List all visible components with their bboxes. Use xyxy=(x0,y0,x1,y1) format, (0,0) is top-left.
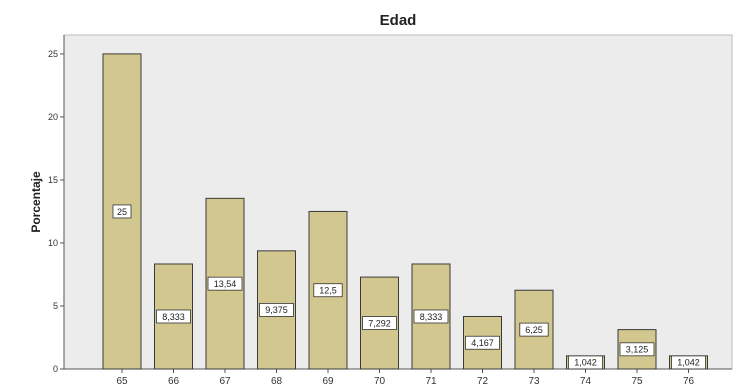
data-label-73: 6,25 xyxy=(519,322,549,337)
data-label-69: 12,5 xyxy=(313,283,343,298)
data-label-70: 7,292 xyxy=(362,316,397,330)
data-label-66: 8,333 xyxy=(156,309,191,324)
data-label-65: 25 xyxy=(112,204,132,219)
data-label-text: 13,54 xyxy=(214,279,237,289)
data-label-text: 1,042 xyxy=(677,358,700,368)
data-label-text: 8,333 xyxy=(420,312,443,322)
data-label-text: 3,125 xyxy=(626,345,649,355)
y-axis-label: Porcentaje xyxy=(29,171,43,233)
data-label-71: 8,333 xyxy=(413,309,449,324)
chart-title: Edad xyxy=(380,12,417,29)
x-tick-label: 66 xyxy=(168,376,180,387)
data-label-67: 13,54 xyxy=(207,276,243,291)
data-label-text: 1,042 xyxy=(574,358,597,368)
data-label-box xyxy=(465,335,500,350)
data-label-box xyxy=(313,283,343,298)
data-label-box xyxy=(259,303,294,317)
x-tick-label: 70 xyxy=(374,376,386,387)
x-tick-label: 68 xyxy=(271,376,283,387)
data-label-box xyxy=(413,309,449,324)
data-label-box xyxy=(568,355,603,370)
x-tick-label: 71 xyxy=(425,376,437,387)
data-label-72: 4,167 xyxy=(465,335,500,350)
y-tick-label: 10 xyxy=(48,238,58,248)
data-label-text: 7,292 xyxy=(368,318,391,328)
data-label-text: 25 xyxy=(117,207,127,217)
data-label-box xyxy=(112,204,132,219)
data-label-76: 1,042 xyxy=(671,355,706,370)
x-tick-label: 75 xyxy=(631,376,643,387)
data-label-text: 4,167 xyxy=(471,338,494,348)
data-label-box xyxy=(207,276,243,291)
x-tick-label: 65 xyxy=(116,376,128,387)
data-label-box xyxy=(362,316,397,330)
y-tick-label: 0 xyxy=(53,364,58,374)
data-label-box xyxy=(619,342,655,357)
data-label-box xyxy=(519,322,549,337)
x-tick-label: 73 xyxy=(528,376,540,387)
bar-65 xyxy=(102,53,142,370)
data-label-box xyxy=(671,355,706,370)
data-label-75: 3,125 xyxy=(619,342,655,357)
y-tick-label: 25 xyxy=(48,49,58,59)
data-label-68: 9,375 xyxy=(259,303,294,317)
y-tick-label: 15 xyxy=(48,175,58,185)
data-label-box xyxy=(156,309,191,324)
y-tick-label: 20 xyxy=(48,112,58,122)
data-label-74: 1,042 xyxy=(568,355,603,370)
data-label-text: 9,375 xyxy=(265,305,288,315)
data-label-text: 12,5 xyxy=(319,286,337,296)
x-tick-label: 74 xyxy=(580,376,592,387)
data-label-text: 8,333 xyxy=(162,312,185,322)
x-tick-label: 76 xyxy=(683,376,695,387)
y-tick-label: 5 xyxy=(53,301,58,311)
data-label-text: 6,25 xyxy=(525,325,543,335)
x-tick-label: 69 xyxy=(322,376,334,387)
bars: 25 8,333 13,54 9,375 12,5 7,292 8,333 4,167 6,25… xyxy=(102,53,708,370)
x-tick-label: 67 xyxy=(219,376,231,387)
x-tick-label: 72 xyxy=(477,376,489,387)
